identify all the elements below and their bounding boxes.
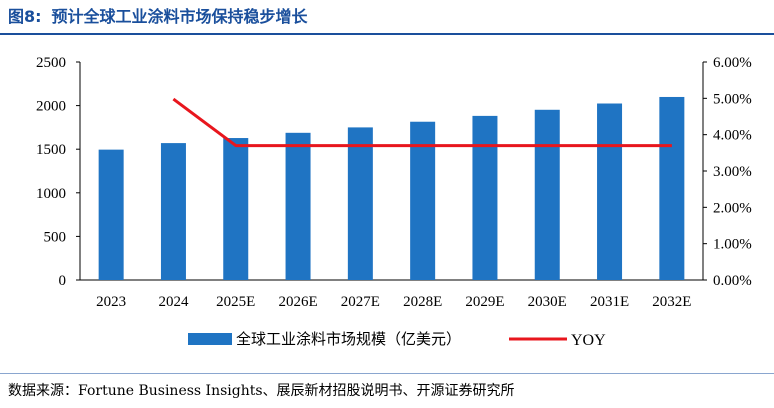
legend: 全球工业涂料市场规模（亿美元） YOY: [188, 330, 606, 349]
bar: [659, 96, 685, 281]
right-y-tick-label: 6.00%: [713, 55, 752, 71]
right-y-tick-label: 4.00%: [713, 128, 752, 144]
right-y-tick-label: 0.00%: [713, 273, 752, 289]
left-y-tick-label: 1000: [36, 186, 66, 202]
bar: [223, 138, 249, 280]
x-tick-label: 2023: [96, 294, 126, 310]
yoy-line: [172, 97, 672, 148]
bar-series: [98, 96, 685, 281]
x-tick-label: 2026E: [278, 294, 317, 310]
source-note: 数据来源：Fortune Business Insights、展辰新材招股说明书…: [8, 383, 515, 399]
bar: [472, 115, 498, 280]
left-y-tick-labels: 0 500 1000 1500 2000 2500: [36, 55, 66, 289]
legend-bar-label: 全球工业涂料市场规模（亿美元）: [236, 330, 461, 348]
x-tick-label: 2027E: [341, 294, 380, 310]
left-y-tick-label: 1500: [36, 142, 66, 158]
bar: [347, 127, 373, 281]
right-y-tick-label: 1.00%: [713, 237, 752, 253]
left-y-tick-label: 0: [59, 273, 67, 289]
figure-title: 图8: 预计全球工业涂料市场保持稳步增长: [8, 2, 308, 32]
x-tick-label: 2032E: [652, 294, 691, 310]
right-y-tick-labels: 0.00% 1.00% 2.00% 3.00% 4.00% 5.00% 6.00%: [713, 55, 752, 289]
right-y-tick-label: 3.00%: [713, 164, 752, 180]
combo-chart: 2023 2024 2025E 2026E 2027E 2028E 2029E 2030E 20…: [36, 55, 752, 349]
figure-number: 图8:: [8, 7, 42, 26]
bar: [285, 132, 311, 280]
x-tick-label: 2030E: [528, 294, 567, 310]
title-divider: [0, 33, 774, 35]
bar: [160, 143, 186, 280]
x-tick-label: 2031E: [590, 294, 629, 310]
x-tick-label: 2028E: [403, 294, 442, 310]
bar: [98, 149, 124, 280]
x-tick-labels: 2023 2024 2025E 2026E 2027E 2028E 2029E 2030E 20…: [96, 294, 691, 310]
right-y-tick-label: 2.00%: [713, 200, 752, 216]
left-y-tick-label: 2000: [36, 99, 66, 115]
left-y-tick-label: 2500: [36, 55, 66, 71]
figure-title-text: 预计全球工业涂料市场保持稳步增长: [51, 7, 308, 26]
x-tick-label: 2025E: [216, 294, 255, 310]
bar: [534, 109, 560, 280]
source-divider: [0, 373, 774, 374]
x-tick-label: 2029E: [465, 294, 504, 310]
x-tick-label: 2024: [158, 294, 189, 310]
legend-bar-swatch: [188, 333, 232, 345]
bar: [597, 103, 623, 280]
line-series: [172, 97, 672, 148]
right-y-tick-label: 5.00%: [713, 91, 752, 107]
bar: [410, 121, 436, 281]
left-y-tick-label: 500: [44, 229, 67, 245]
legend-line-label: YOY: [571, 332, 606, 349]
